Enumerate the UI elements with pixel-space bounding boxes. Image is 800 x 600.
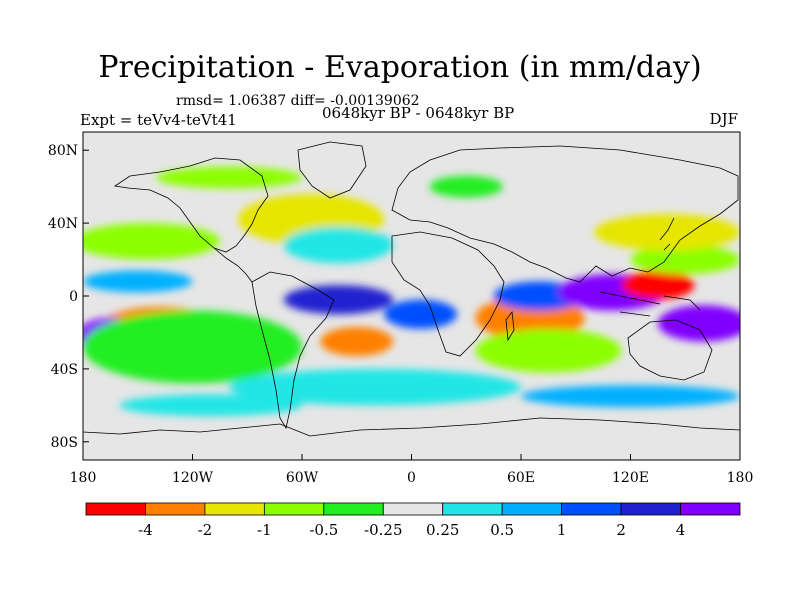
lon-tick-label: 180 xyxy=(70,470,97,486)
colorbar-swatch xyxy=(85,502,146,516)
coastlines xyxy=(83,141,740,437)
anomaly-patch-11 xyxy=(229,368,521,406)
plot-title: Precipitation - Evaporation (in mm/day) xyxy=(98,50,702,85)
lon-tick-label: 120W xyxy=(172,470,214,486)
colorbar-label: 4 xyxy=(676,521,686,539)
experiment-label: Expt = teVv4-teVt41 xyxy=(80,111,237,129)
colorbar-swatch xyxy=(501,502,563,516)
colorbar-swatch xyxy=(561,502,622,516)
lon-tick-label: 60W xyxy=(286,470,319,486)
madagascar-coast xyxy=(505,310,515,342)
colorbar-swatch xyxy=(145,502,206,516)
latitude-axis: 80N 40N 0 40S 80S xyxy=(48,143,89,451)
period-label: 0648kyr BP - 0648kyr BP xyxy=(322,104,515,122)
anomaly-patch-8 xyxy=(283,226,394,264)
lat-tick-label: 40S xyxy=(51,362,78,378)
north-america-coast xyxy=(113,157,269,253)
australia-coast xyxy=(627,319,713,381)
colorbar-swatch xyxy=(263,502,325,516)
central-america-coast xyxy=(213,247,253,283)
japan-coast xyxy=(659,217,675,251)
rmsd-diff-stats: rmsd= 1.06387 diff= -0.00139062 xyxy=(176,93,420,109)
anomaly-patch-18 xyxy=(630,244,740,275)
colorbar-swatch xyxy=(680,502,741,516)
anomaly-patches xyxy=(83,166,740,417)
lat-tick-label: 80S xyxy=(51,435,78,451)
antarctica-coast xyxy=(83,417,740,437)
anomaly-patch-14 xyxy=(475,328,622,373)
season-label: DJF xyxy=(709,110,738,128)
eurasia-coast xyxy=(391,145,739,283)
anomaly-patch-10 xyxy=(320,326,394,357)
colorbar-swatch xyxy=(620,502,681,516)
lon-tick-label: 120E xyxy=(612,470,649,486)
field-layer xyxy=(83,132,740,460)
colorbar-label: -0.5 xyxy=(309,521,338,539)
colorbar: -4 -2 -1 -0.5 -0.25 0.25 0.5 1 2 4 xyxy=(85,502,741,539)
colorbar-label: 0.5 xyxy=(490,521,514,539)
anomaly-patch-19 xyxy=(657,305,740,342)
anomaly-patch-22 xyxy=(156,166,302,189)
anomaly-patch-24 xyxy=(521,385,740,408)
anomaly-patch-21 xyxy=(429,175,503,198)
anomaly-patch-9 xyxy=(283,285,394,315)
colorbar-swatch xyxy=(323,502,384,516)
anomaly-patch-12 xyxy=(384,299,458,329)
lat-tick-label: 40N xyxy=(48,216,78,232)
lat-tick-label: 0 xyxy=(69,289,78,305)
longitude-axis: 180 120W 60W 0 60E 120E 180 xyxy=(70,454,754,486)
south-america-coast xyxy=(251,271,335,430)
anomaly-patch-5 xyxy=(83,270,193,293)
colorbar-label: -4 xyxy=(138,521,153,539)
greenland-coast xyxy=(297,141,367,199)
colorbar-swatch xyxy=(442,502,503,516)
lon-tick-label: 0 xyxy=(407,470,416,486)
anomaly-patch-23 xyxy=(119,394,302,417)
colorbar-swatch xyxy=(382,502,444,516)
colorbar-label: 1 xyxy=(557,521,567,539)
colorbar-label: 0.25 xyxy=(426,521,459,539)
anomaly-patch-17 xyxy=(621,270,695,300)
colorbar-label: -0.25 xyxy=(364,521,402,539)
anomaly-patch-20 xyxy=(594,214,740,251)
africa-coast xyxy=(391,231,505,357)
colorbar-label: -1 xyxy=(257,521,272,539)
colorbar-swatch xyxy=(204,502,265,516)
anomaly-patch-4 xyxy=(83,223,220,260)
lon-tick-label: 60E xyxy=(507,470,535,486)
indonesia-coast xyxy=(599,291,701,317)
colorbar-label: 2 xyxy=(616,521,626,539)
lon-tick-label: 180 xyxy=(727,470,754,486)
anomaly-patch-3 xyxy=(83,310,302,384)
lat-tick-label: 80N xyxy=(48,143,78,159)
colorbar-label: -2 xyxy=(198,521,213,539)
